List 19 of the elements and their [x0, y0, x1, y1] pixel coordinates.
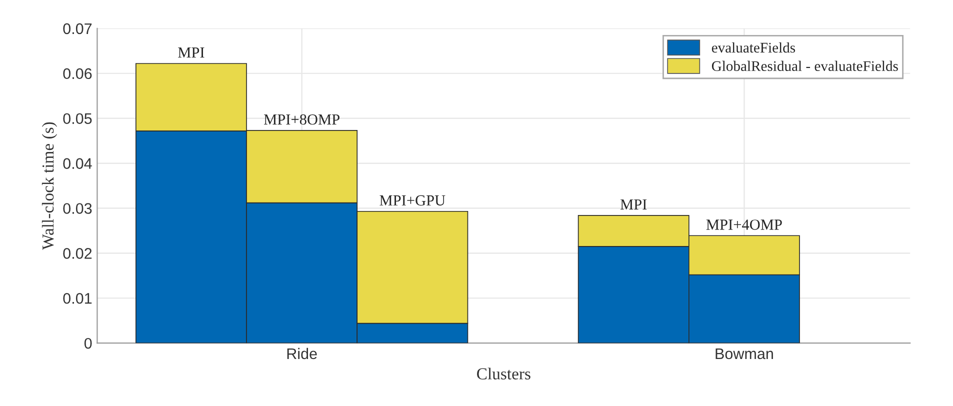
- y-tick-label: 0.07: [63, 23, 92, 34]
- y-tick-label: 0: [84, 338, 92, 349]
- data-label: MPI+8OMP: [264, 114, 340, 125]
- legend-label: evaluateFields: [712, 42, 796, 53]
- y-tick-label: 0.01: [63, 292, 92, 304]
- data-label: MPI: [620, 199, 647, 210]
- y-tick-label: 0.04: [63, 158, 92, 169]
- x-tick-label: Ride: [287, 348, 317, 360]
- y-tick-label: 0.03: [63, 203, 92, 214]
- data-label: MPI+GPU: [380, 195, 446, 206]
- y-tick-label: 0.05: [63, 113, 92, 124]
- y-tick-label: 0.02: [63, 248, 92, 259]
- data-label: MPI: [178, 48, 204, 58]
- y-axis-title: Wall-clock time (s): [42, 122, 58, 250]
- x-axis-title: Clusters: [477, 368, 530, 380]
- legend-label: GlobalResidual - evaluateFields: [712, 60, 898, 72]
- data-label: MPI+4OMP: [706, 220, 782, 230]
- x-tick-label: Bowman: [716, 348, 773, 360]
- y-tick-label: 0.06: [63, 68, 92, 80]
